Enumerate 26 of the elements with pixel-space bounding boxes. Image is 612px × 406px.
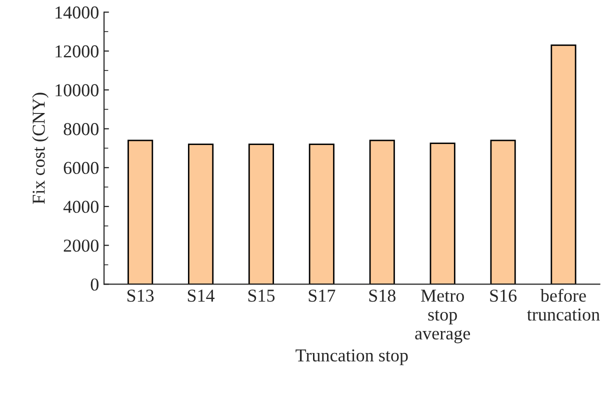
bar	[430, 142, 456, 284]
bar	[490, 140, 516, 284]
x-tick-label: S15	[248, 290, 275, 302]
x-tick-label: S18	[369, 290, 396, 302]
x-tick-label: S14	[188, 290, 215, 302]
y-tick-label: 10000	[56, 84, 98, 96]
y-tick-label: 2000	[64, 240, 98, 252]
y-tick-label: 4000	[63, 200, 98, 213]
x-tick-label: S16	[490, 290, 517, 302]
bar	[369, 140, 395, 284]
y-axis-title: Fix cost (CNY)	[32, 92, 48, 204]
bar	[308, 144, 334, 284]
y-tick-label: 12000	[56, 45, 98, 58]
y-tick-label: 6000	[64, 162, 98, 174]
x-tick-label: Metro stop average	[415, 290, 470, 344]
y-tick-label: 0	[90, 278, 98, 291]
bar	[128, 140, 154, 284]
x-tick-label: before truncation	[527, 288, 600, 321]
x-tick-label: S17	[308, 290, 336, 302]
y-tick-label: 14000	[56, 6, 98, 19]
x-axis-title: Truncation stop	[296, 349, 408, 366]
x-tick-label: S13	[127, 290, 154, 302]
bar	[188, 144, 214, 284]
y-tick-label: 8000	[64, 123, 98, 136]
bar	[550, 44, 576, 284]
bar	[248, 144, 274, 284]
